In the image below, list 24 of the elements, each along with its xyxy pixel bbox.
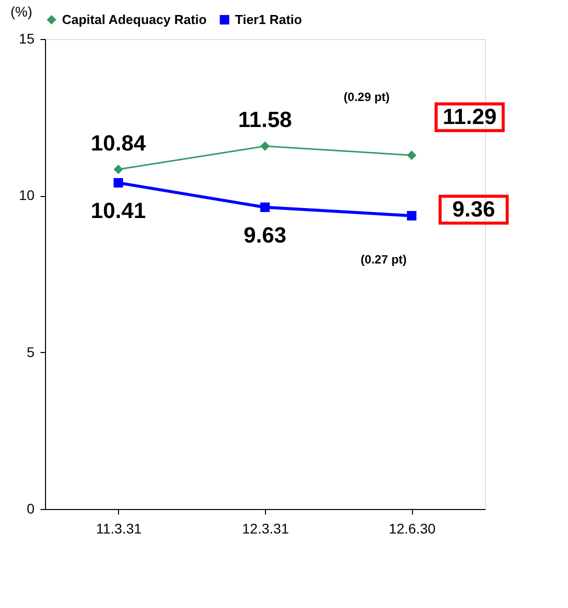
data-label: 10.41 xyxy=(90,198,146,223)
point xyxy=(260,202,270,212)
y-tick-label: 5 xyxy=(26,344,35,360)
data-label: 9.63 xyxy=(244,222,286,248)
point xyxy=(406,210,416,220)
legend-label: Capital Adequacy Ratio xyxy=(62,12,207,27)
point xyxy=(406,150,416,160)
point xyxy=(114,164,124,174)
annotation: (0.29 pt) xyxy=(344,90,390,104)
x-tick-label: 12.6.30 xyxy=(388,520,436,536)
data-label: 11.29 xyxy=(442,104,497,130)
data-label: 11.58 xyxy=(238,107,292,132)
y-tick-label: 15 xyxy=(18,30,35,46)
point xyxy=(114,178,124,188)
data-label: 10.84 xyxy=(90,130,147,156)
y-tick-label: 10 xyxy=(18,187,35,204)
x-tick-label: 11.3.31 xyxy=(96,520,142,536)
legend-label: Tier1 Ratio xyxy=(235,12,302,27)
y-tick-label: 0 xyxy=(26,500,35,516)
data-label: 9.36 xyxy=(452,196,496,222)
annotation: (0.27 pt) xyxy=(360,252,407,267)
y-axis-title: (%) xyxy=(10,4,32,20)
point xyxy=(260,141,270,151)
x-tick-label: 12.3.31 xyxy=(242,520,290,536)
